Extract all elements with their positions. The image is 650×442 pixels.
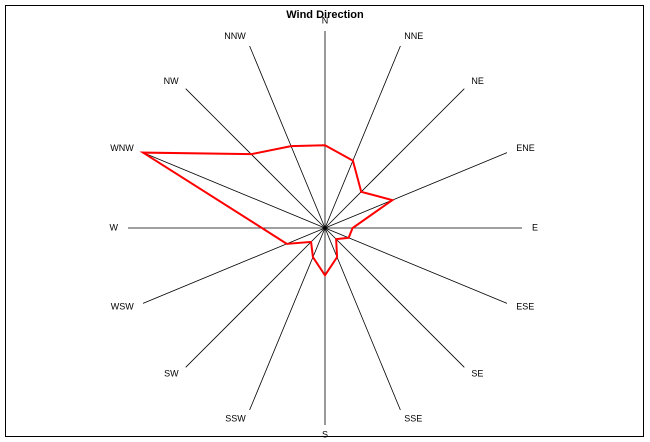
spoke [249, 45, 326, 229]
axis-label: NNW [224, 31, 246, 41]
axis-label: WSW [111, 302, 134, 312]
spoke [324, 227, 465, 368]
axis-label: SSW [225, 414, 246, 424]
axis-label: ENE [516, 143, 535, 153]
axis-label: SSE [404, 414, 422, 424]
spoke [142, 227, 326, 304]
spoke [324, 88, 465, 229]
spoke [324, 45, 401, 229]
spoke [324, 227, 401, 411]
spoke [249, 227, 326, 411]
axis-label: W [110, 222, 119, 232]
axis-label: ESE [516, 302, 534, 312]
axis-label: SE [471, 369, 483, 379]
spoke [324, 227, 508, 304]
axis-label: SW [164, 369, 179, 379]
axis-label: S [322, 429, 328, 439]
chart-title: Wind Direction [286, 9, 364, 21]
axis-label: NW [164, 76, 179, 86]
spoke [185, 227, 326, 368]
axis-label: WNW [110, 143, 134, 153]
spoke [142, 152, 326, 229]
frame [5, 5, 644, 437]
axis-label: NE [471, 76, 484, 86]
spoke [185, 88, 326, 229]
radar-line [139, 144, 395, 278]
spoke [324, 152, 508, 229]
axis-label: N [322, 15, 329, 25]
axis-label: NNE [404, 31, 423, 41]
axis-label: E [532, 222, 538, 232]
